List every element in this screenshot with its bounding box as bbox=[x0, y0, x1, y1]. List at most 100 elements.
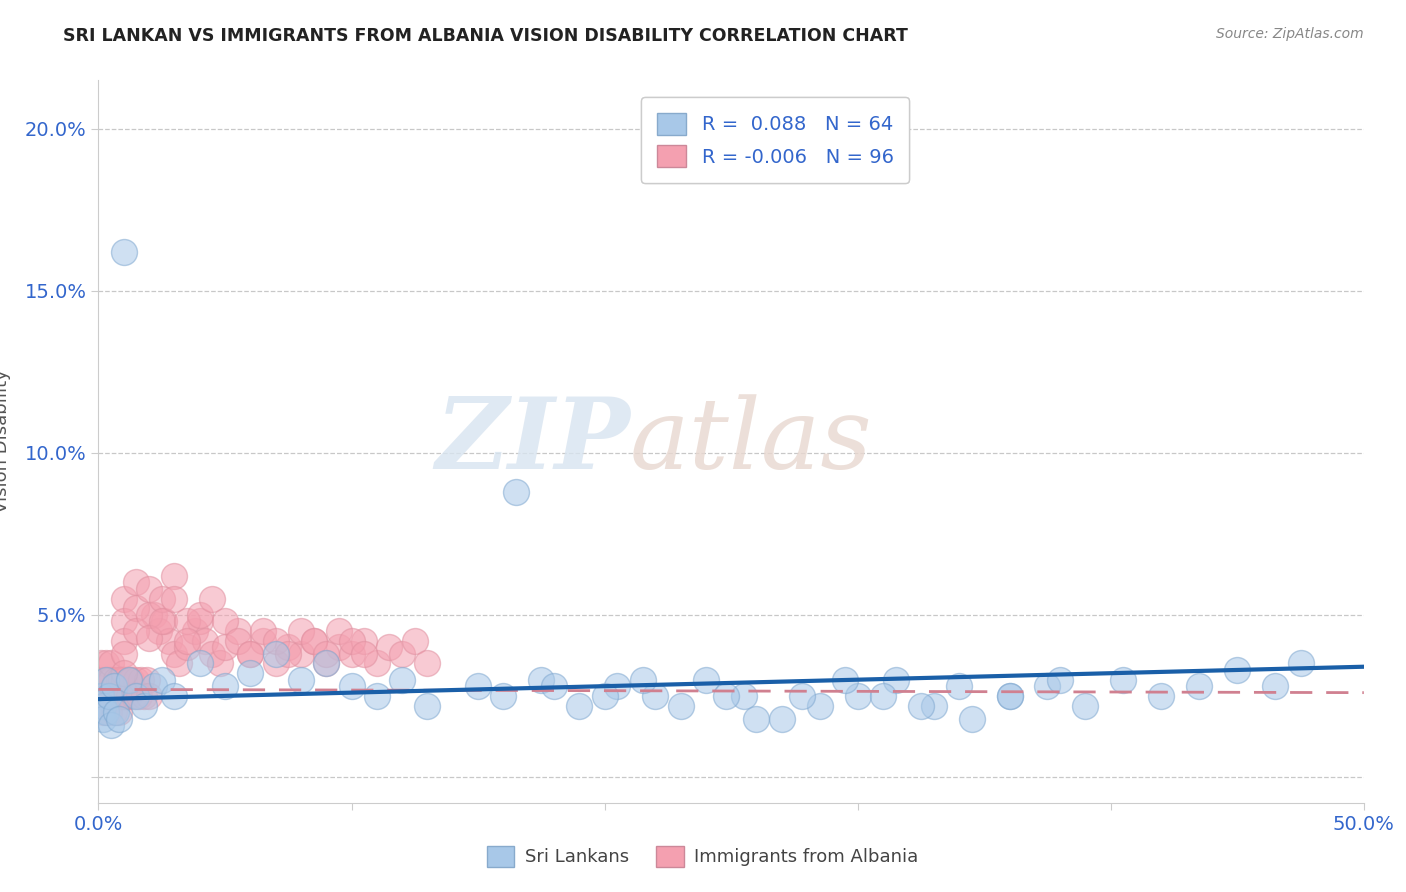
Point bbox=[404, 633, 426, 648]
Point bbox=[120, 673, 142, 687]
Point bbox=[315, 657, 337, 671]
Point bbox=[492, 689, 515, 703]
Point bbox=[94, 673, 117, 687]
Point bbox=[150, 615, 173, 629]
Point bbox=[132, 689, 155, 703]
Point bbox=[302, 633, 325, 648]
Point bbox=[118, 673, 141, 687]
Point bbox=[90, 657, 112, 671]
Point bbox=[110, 673, 132, 687]
Point bbox=[302, 633, 325, 648]
Point bbox=[138, 582, 160, 596]
Point bbox=[132, 698, 155, 713]
Point bbox=[128, 689, 150, 703]
Point bbox=[138, 607, 160, 622]
Point bbox=[163, 689, 186, 703]
Point bbox=[277, 640, 299, 655]
Point bbox=[745, 712, 768, 726]
Point bbox=[100, 657, 122, 671]
Point bbox=[226, 624, 249, 638]
Point bbox=[252, 624, 274, 638]
Point bbox=[201, 647, 224, 661]
Point bbox=[669, 698, 692, 713]
Point bbox=[93, 689, 115, 703]
Point bbox=[366, 657, 388, 671]
Point bbox=[153, 615, 176, 629]
Point bbox=[163, 591, 186, 606]
Point bbox=[1188, 679, 1211, 693]
Point bbox=[808, 698, 831, 713]
Legend: Sri Lankans, Immigrants from Albania: Sri Lankans, Immigrants from Albania bbox=[479, 838, 927, 874]
Point bbox=[163, 647, 186, 661]
Point bbox=[366, 689, 388, 703]
Point bbox=[188, 657, 211, 671]
Point bbox=[138, 631, 160, 645]
Point bbox=[315, 657, 337, 671]
Point bbox=[135, 673, 157, 687]
Point bbox=[631, 673, 654, 687]
Point bbox=[94, 657, 117, 671]
Point bbox=[125, 689, 148, 703]
Point bbox=[416, 698, 439, 713]
Text: atlas: atlas bbox=[630, 394, 873, 489]
Point bbox=[328, 640, 350, 655]
Point bbox=[93, 712, 115, 726]
Point bbox=[884, 673, 907, 687]
Point bbox=[169, 657, 191, 671]
Point bbox=[112, 673, 135, 687]
Point bbox=[340, 633, 363, 648]
Point bbox=[90, 689, 112, 703]
Point bbox=[208, 657, 231, 671]
Point bbox=[264, 647, 287, 661]
Point bbox=[214, 679, 236, 693]
Point bbox=[948, 679, 970, 693]
Point bbox=[143, 679, 166, 693]
Point bbox=[264, 633, 287, 648]
Point bbox=[112, 591, 135, 606]
Point bbox=[112, 633, 135, 648]
Point bbox=[163, 569, 186, 583]
Point bbox=[378, 640, 401, 655]
Point bbox=[93, 673, 115, 687]
Point bbox=[391, 647, 413, 661]
Text: ZIP: ZIP bbox=[434, 393, 630, 490]
Point bbox=[112, 615, 135, 629]
Point bbox=[176, 633, 198, 648]
Point bbox=[264, 657, 287, 671]
Point bbox=[606, 679, 628, 693]
Point bbox=[998, 689, 1021, 703]
Point bbox=[239, 647, 262, 661]
Point bbox=[1226, 663, 1249, 677]
Point bbox=[834, 673, 856, 687]
Point bbox=[1036, 679, 1059, 693]
Point bbox=[112, 689, 135, 703]
Point bbox=[790, 689, 813, 703]
Point bbox=[97, 689, 120, 703]
Point bbox=[125, 601, 148, 615]
Point bbox=[194, 633, 217, 648]
Point bbox=[107, 705, 129, 719]
Point bbox=[93, 698, 115, 713]
Point bbox=[353, 633, 375, 648]
Text: Source: ZipAtlas.com: Source: ZipAtlas.com bbox=[1216, 27, 1364, 41]
Point bbox=[922, 698, 945, 713]
Point bbox=[97, 673, 120, 687]
Point bbox=[94, 673, 117, 687]
Point bbox=[93, 705, 115, 719]
Point bbox=[315, 647, 337, 661]
Point bbox=[176, 615, 198, 629]
Point bbox=[998, 689, 1021, 703]
Point bbox=[125, 673, 148, 687]
Point bbox=[960, 712, 983, 726]
Legend: R =  0.088   N = 64, R = -0.006   N = 96: R = 0.088 N = 64, R = -0.006 N = 96 bbox=[641, 97, 910, 183]
Point bbox=[239, 666, 262, 681]
Point bbox=[1150, 689, 1173, 703]
Point bbox=[90, 673, 112, 687]
Point bbox=[214, 640, 236, 655]
Point bbox=[695, 673, 717, 687]
Point bbox=[100, 673, 122, 687]
Point bbox=[157, 633, 180, 648]
Point bbox=[290, 624, 312, 638]
Point bbox=[568, 698, 591, 713]
Point bbox=[112, 245, 135, 260]
